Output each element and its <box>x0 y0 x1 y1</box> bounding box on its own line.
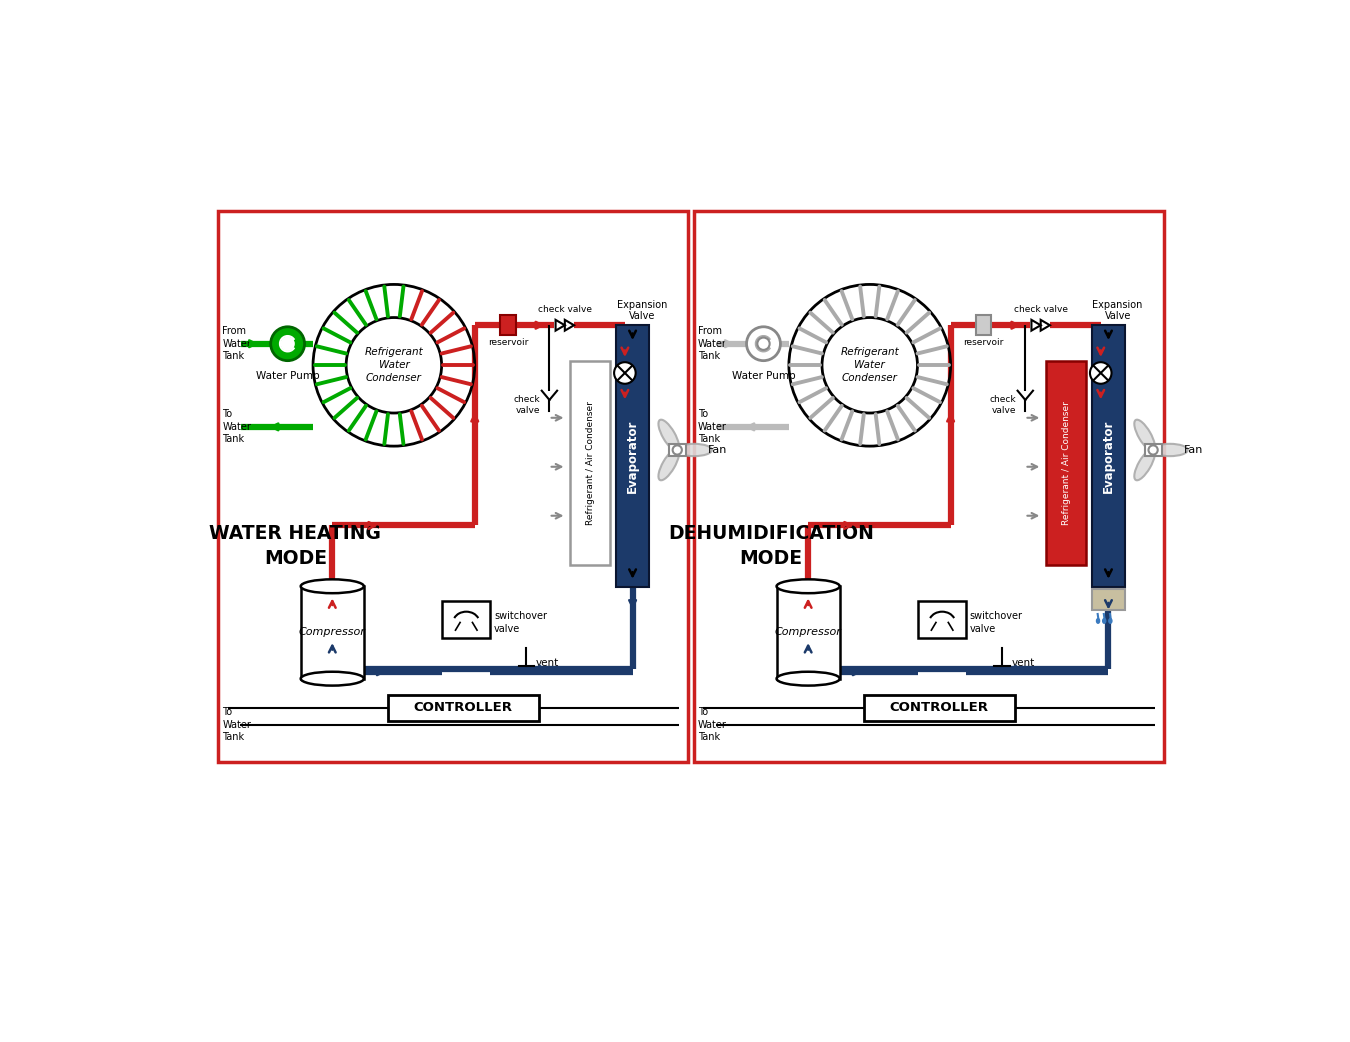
Text: check valve: check valve <box>1014 305 1068 315</box>
Circle shape <box>281 338 294 350</box>
Ellipse shape <box>1134 420 1156 451</box>
Text: Water Pump: Water Pump <box>255 371 320 381</box>
Text: Expansion
Valve: Expansion Valve <box>617 300 667 321</box>
Ellipse shape <box>1096 619 1100 623</box>
Text: Refrigerant
Water
Condenser: Refrigerant Water Condenser <box>364 347 424 383</box>
Bar <box>918 601 967 638</box>
Ellipse shape <box>659 420 679 451</box>
Bar <box>776 587 840 678</box>
Ellipse shape <box>659 449 679 480</box>
Text: vent: vent <box>536 658 559 668</box>
Text: Refrigerant / Air Condenser: Refrigerant / Air Condenser <box>1061 401 1071 524</box>
Text: Refrigerant
Water
Condenser: Refrigerant Water Condenser <box>840 347 899 383</box>
Ellipse shape <box>301 579 364 593</box>
Bar <box>1145 444 1161 456</box>
Text: Fan: Fan <box>707 445 728 455</box>
Text: vent: vent <box>1011 658 1034 668</box>
Ellipse shape <box>676 444 711 456</box>
Circle shape <box>1089 363 1111 383</box>
Ellipse shape <box>1153 444 1188 456</box>
Text: To
Water
Tank: To Water Tank <box>223 708 251 742</box>
Circle shape <box>1149 445 1158 454</box>
Ellipse shape <box>1103 619 1106 623</box>
Text: switchover
valve: switchover valve <box>494 612 547 634</box>
Bar <box>301 587 364 678</box>
Circle shape <box>271 327 305 361</box>
Bar <box>219 212 688 762</box>
Text: To
Water
Tank: To Water Tank <box>223 410 251 444</box>
Text: Compressor: Compressor <box>298 627 366 638</box>
Bar <box>570 361 610 565</box>
Text: DEHUMIDIFICATION
MODE: DEHUMIDIFICATION MODE <box>668 524 873 568</box>
Text: reservoir: reservoir <box>487 339 528 347</box>
Text: check valve: check valve <box>537 305 591 315</box>
Text: CONTROLLER: CONTROLLER <box>890 701 988 715</box>
Text: To
Water
Tank: To Water Tank <box>698 708 726 742</box>
Bar <box>443 601 490 638</box>
Circle shape <box>747 327 780 361</box>
Text: To
Water
Tank: To Water Tank <box>698 410 726 444</box>
Circle shape <box>822 318 918 413</box>
Circle shape <box>672 445 682 454</box>
Bar <box>500 316 516 336</box>
Text: Fan: Fan <box>1184 445 1203 455</box>
Text: check
valve: check valve <box>513 395 540 416</box>
Ellipse shape <box>301 672 364 686</box>
Circle shape <box>346 318 441 413</box>
Text: From
Water
Tank: From Water Tank <box>698 326 726 362</box>
Ellipse shape <box>776 579 840 593</box>
Ellipse shape <box>1134 449 1156 480</box>
Ellipse shape <box>1108 619 1112 623</box>
Text: CONTROLLER: CONTROLLER <box>413 701 513 715</box>
Bar <box>668 444 686 456</box>
Circle shape <box>614 363 636 383</box>
Text: check
valve: check valve <box>990 395 1017 416</box>
Text: Evaporator: Evaporator <box>1102 420 1115 493</box>
Text: Compressor: Compressor <box>775 627 841 638</box>
Text: Refrigerant / Air Condenser: Refrigerant / Air Condenser <box>586 401 595 524</box>
Text: WATER HEATING
MODE: WATER HEATING MODE <box>209 524 381 568</box>
Text: From
Water
Tank: From Water Tank <box>223 326 251 362</box>
Bar <box>387 695 539 721</box>
Bar <box>976 316 991 336</box>
Text: Water Pump: Water Pump <box>732 371 795 381</box>
Bar <box>1092 325 1125 587</box>
Ellipse shape <box>776 672 840 686</box>
Circle shape <box>757 338 769 350</box>
Bar <box>864 695 1014 721</box>
Bar <box>1046 361 1087 565</box>
Bar <box>617 325 649 587</box>
Bar <box>1092 589 1125 611</box>
Text: Evaporator: Evaporator <box>626 420 639 493</box>
Text: Expansion
Valve: Expansion Valve <box>1092 300 1143 321</box>
Bar <box>694 212 1164 762</box>
Text: reservoir: reservoir <box>964 339 1004 347</box>
Text: switchover
valve: switchover valve <box>969 612 1023 634</box>
